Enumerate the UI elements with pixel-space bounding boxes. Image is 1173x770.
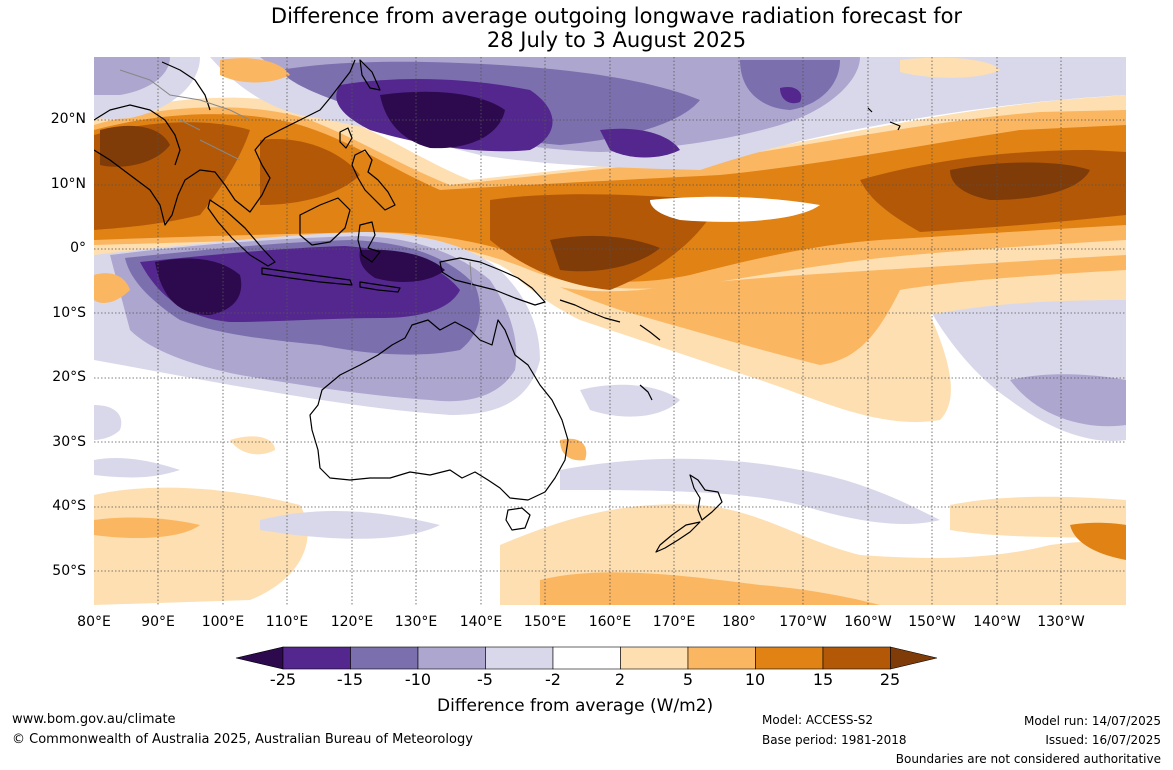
chart-title-line2: 28 July to 3 August 2025	[486, 28, 747, 52]
coastlines	[94, 59, 901, 553]
colorbar-tick-label: -15	[336, 670, 364, 689]
lon-label: 120°E	[330, 614, 374, 630]
copyright-notice: © Commonwealth of Australia 2025, Austra…	[12, 732, 473, 747]
issued-date: Issued: 16/07/2025	[1045, 733, 1161, 747]
boundaries-disclaimer: Boundaries are not considered authoritat…	[895, 752, 1161, 766]
colorbar-tick-label: -5	[477, 670, 493, 689]
colorbar-tick-label: 15	[812, 670, 834, 689]
lon-label: 150°W	[908, 614, 956, 630]
model-name: Model: ACCESS-S2	[762, 713, 874, 727]
website-link[interactable]: www.bom.gov.au/climate	[12, 712, 176, 727]
base-period: Base period: 1981-2018	[762, 733, 907, 747]
anomaly-region-south-cool	[560, 458, 940, 525]
new-zealand-north-island	[689, 474, 723, 521]
colorbar-tick-label: -10	[404, 670, 432, 689]
asia-coastline	[94, 59, 356, 226]
colorbar-tick-label: 2	[614, 670, 626, 689]
colorbar-tick-label: -25	[269, 670, 297, 689]
model-run-date: Model run: 14/07/2025	[1023, 714, 1161, 728]
lon-label: 130°E	[394, 614, 438, 630]
anomaly-region-south-warm	[94, 487, 308, 605]
colorbar-tick-label: 25	[879, 670, 901, 689]
lon-label: 100°E	[201, 614, 245, 630]
lon-label: 170°E	[652, 614, 696, 630]
chart-title-line1: Difference from average outgoing longwav…	[270, 4, 963, 28]
lat-label: 10°N	[50, 176, 86, 192]
borneo-coastline	[299, 197, 351, 246]
australia-coastline	[309, 319, 569, 501]
colorbar-extend-min	[235, 646, 284, 670]
tasmania-coastline	[505, 507, 531, 531]
lon-label: 180°	[722, 614, 756, 630]
lat-label: 30°S	[52, 434, 86, 450]
colorbar-bin-8	[755, 646, 824, 670]
colorbar-tick-label: 5	[682, 670, 694, 689]
colorbar-tick-label: -2	[545, 670, 561, 689]
lon-label: 130°W	[1037, 614, 1085, 630]
lon-label: 90°E	[141, 614, 175, 630]
colorbar-extend-max	[890, 646, 938, 670]
lon-label: 160°E	[588, 614, 632, 630]
lon-label: 140°E	[459, 614, 503, 630]
lat-label: 10°S	[52, 305, 86, 321]
lon-label: 110°E	[265, 614, 309, 630]
lon-label: 80°E	[77, 614, 111, 630]
colorbar	[235, 646, 938, 670]
lon-label: 170°W	[779, 614, 827, 630]
country-borders	[119, 69, 473, 291]
colorbar-bin-6	[620, 646, 689, 670]
colorbar-bin-4	[485, 646, 554, 670]
graticule	[94, 57, 1126, 605]
philippines-coastline	[351, 149, 396, 211]
new-guinea-coastline	[439, 257, 546, 306]
colorbar-bin-5	[552, 646, 621, 670]
lat-label: 20°N	[50, 111, 86, 127]
lon-label: 140°W	[973, 614, 1021, 630]
lon-label: 160°W	[844, 614, 892, 630]
colorbar-bin-2	[350, 646, 419, 670]
colorbar-bin-9	[822, 646, 891, 670]
lat-label: 50°S	[52, 563, 86, 579]
anomaly-field	[94, 57, 1126, 605]
lon-label: 150°E	[523, 614, 567, 630]
colorbar-bin-7	[687, 646, 756, 670]
lat-label: 0°	[70, 240, 86, 256]
colorbar-bin-1	[282, 646, 351, 670]
new-zealand-south-island	[655, 521, 701, 553]
colorbar-bin-3	[417, 646, 486, 670]
lat-label: 40°S	[52, 498, 86, 514]
lat-label: 20°S	[52, 369, 86, 385]
colorbar-title: Difference from average (W/m2)	[437, 696, 714, 716]
colorbar-tick-label: 10	[744, 670, 766, 689]
sumatra-coastline	[207, 199, 276, 267]
